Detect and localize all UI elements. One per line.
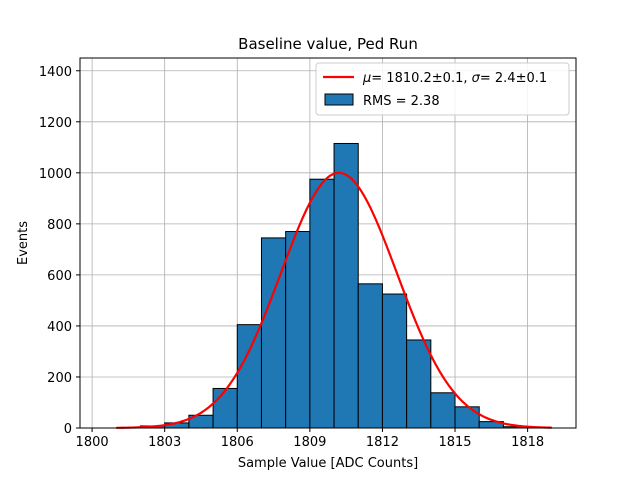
gaussian-fit-curve [116,171,552,429]
y-tick-label: 400 [47,320,72,335]
y-tick-label: 800 [47,218,72,233]
legend-sigma-symbol: σ [472,71,481,86]
histogram-bar [285,231,311,429]
y-tick-label: 1000 [39,167,72,182]
y-axis-label: Events [16,221,31,265]
x-tick-label: 1809 [293,435,326,450]
x-axis-label: Sample Value [ADC Counts] [238,456,418,471]
legend-mu-value: = 1810.2±0.1, [371,71,471,86]
legend-hist-label: RMS = 2.38 [363,94,440,109]
histogram-bar [212,387,238,429]
y-tick-label: 1200 [39,116,72,131]
histogram-bar [381,293,408,429]
x-tick-label: 1803 [148,435,181,450]
legend: μ= 1810.2±0.1, σ= 2.4±0.1 RMS = 2.38 [315,62,570,116]
x-tick-label: 1806 [221,435,254,450]
histogram-bar [333,142,359,429]
histogram-bar [260,237,287,429]
y-tick-label: 0 [64,422,72,437]
legend-hist-swatch [324,93,354,106]
histogram-bar [454,406,480,429]
histogram-bar [430,392,456,429]
x-tick-label: 1800 [76,435,109,450]
histogram-bar [309,178,335,429]
legend-box [315,62,570,116]
histogram-bars [139,142,529,429]
y-tick-label: 1400 [39,65,72,80]
histogram-bar [236,324,262,429]
legend-fit-label: μ= 1810.2±0.1, σ= 2.4±0.1 [362,71,547,86]
chart-title: Baseline value, Ped Run [238,35,418,53]
x-tick-label: 1812 [366,435,399,450]
x-tick-label: 1815 [438,435,471,450]
x-tick-label: 1818 [511,435,544,450]
plot-area-frame [79,57,577,429]
legend-mu-symbol: μ [362,71,371,86]
y-tick-label: 200 [47,371,72,386]
x-axis-ticks: 1800 1803 1806 1809 1812 1815 1818 [76,428,544,450]
legend-sigma-value: = 2.4±0.1 [480,71,547,86]
y-tick-label: 600 [47,269,72,284]
y-axis-ticks: 0 200 400 600 800 1000 1200 1400 [39,65,80,437]
histogram-bar [406,339,432,429]
histogram-bar [357,283,383,429]
